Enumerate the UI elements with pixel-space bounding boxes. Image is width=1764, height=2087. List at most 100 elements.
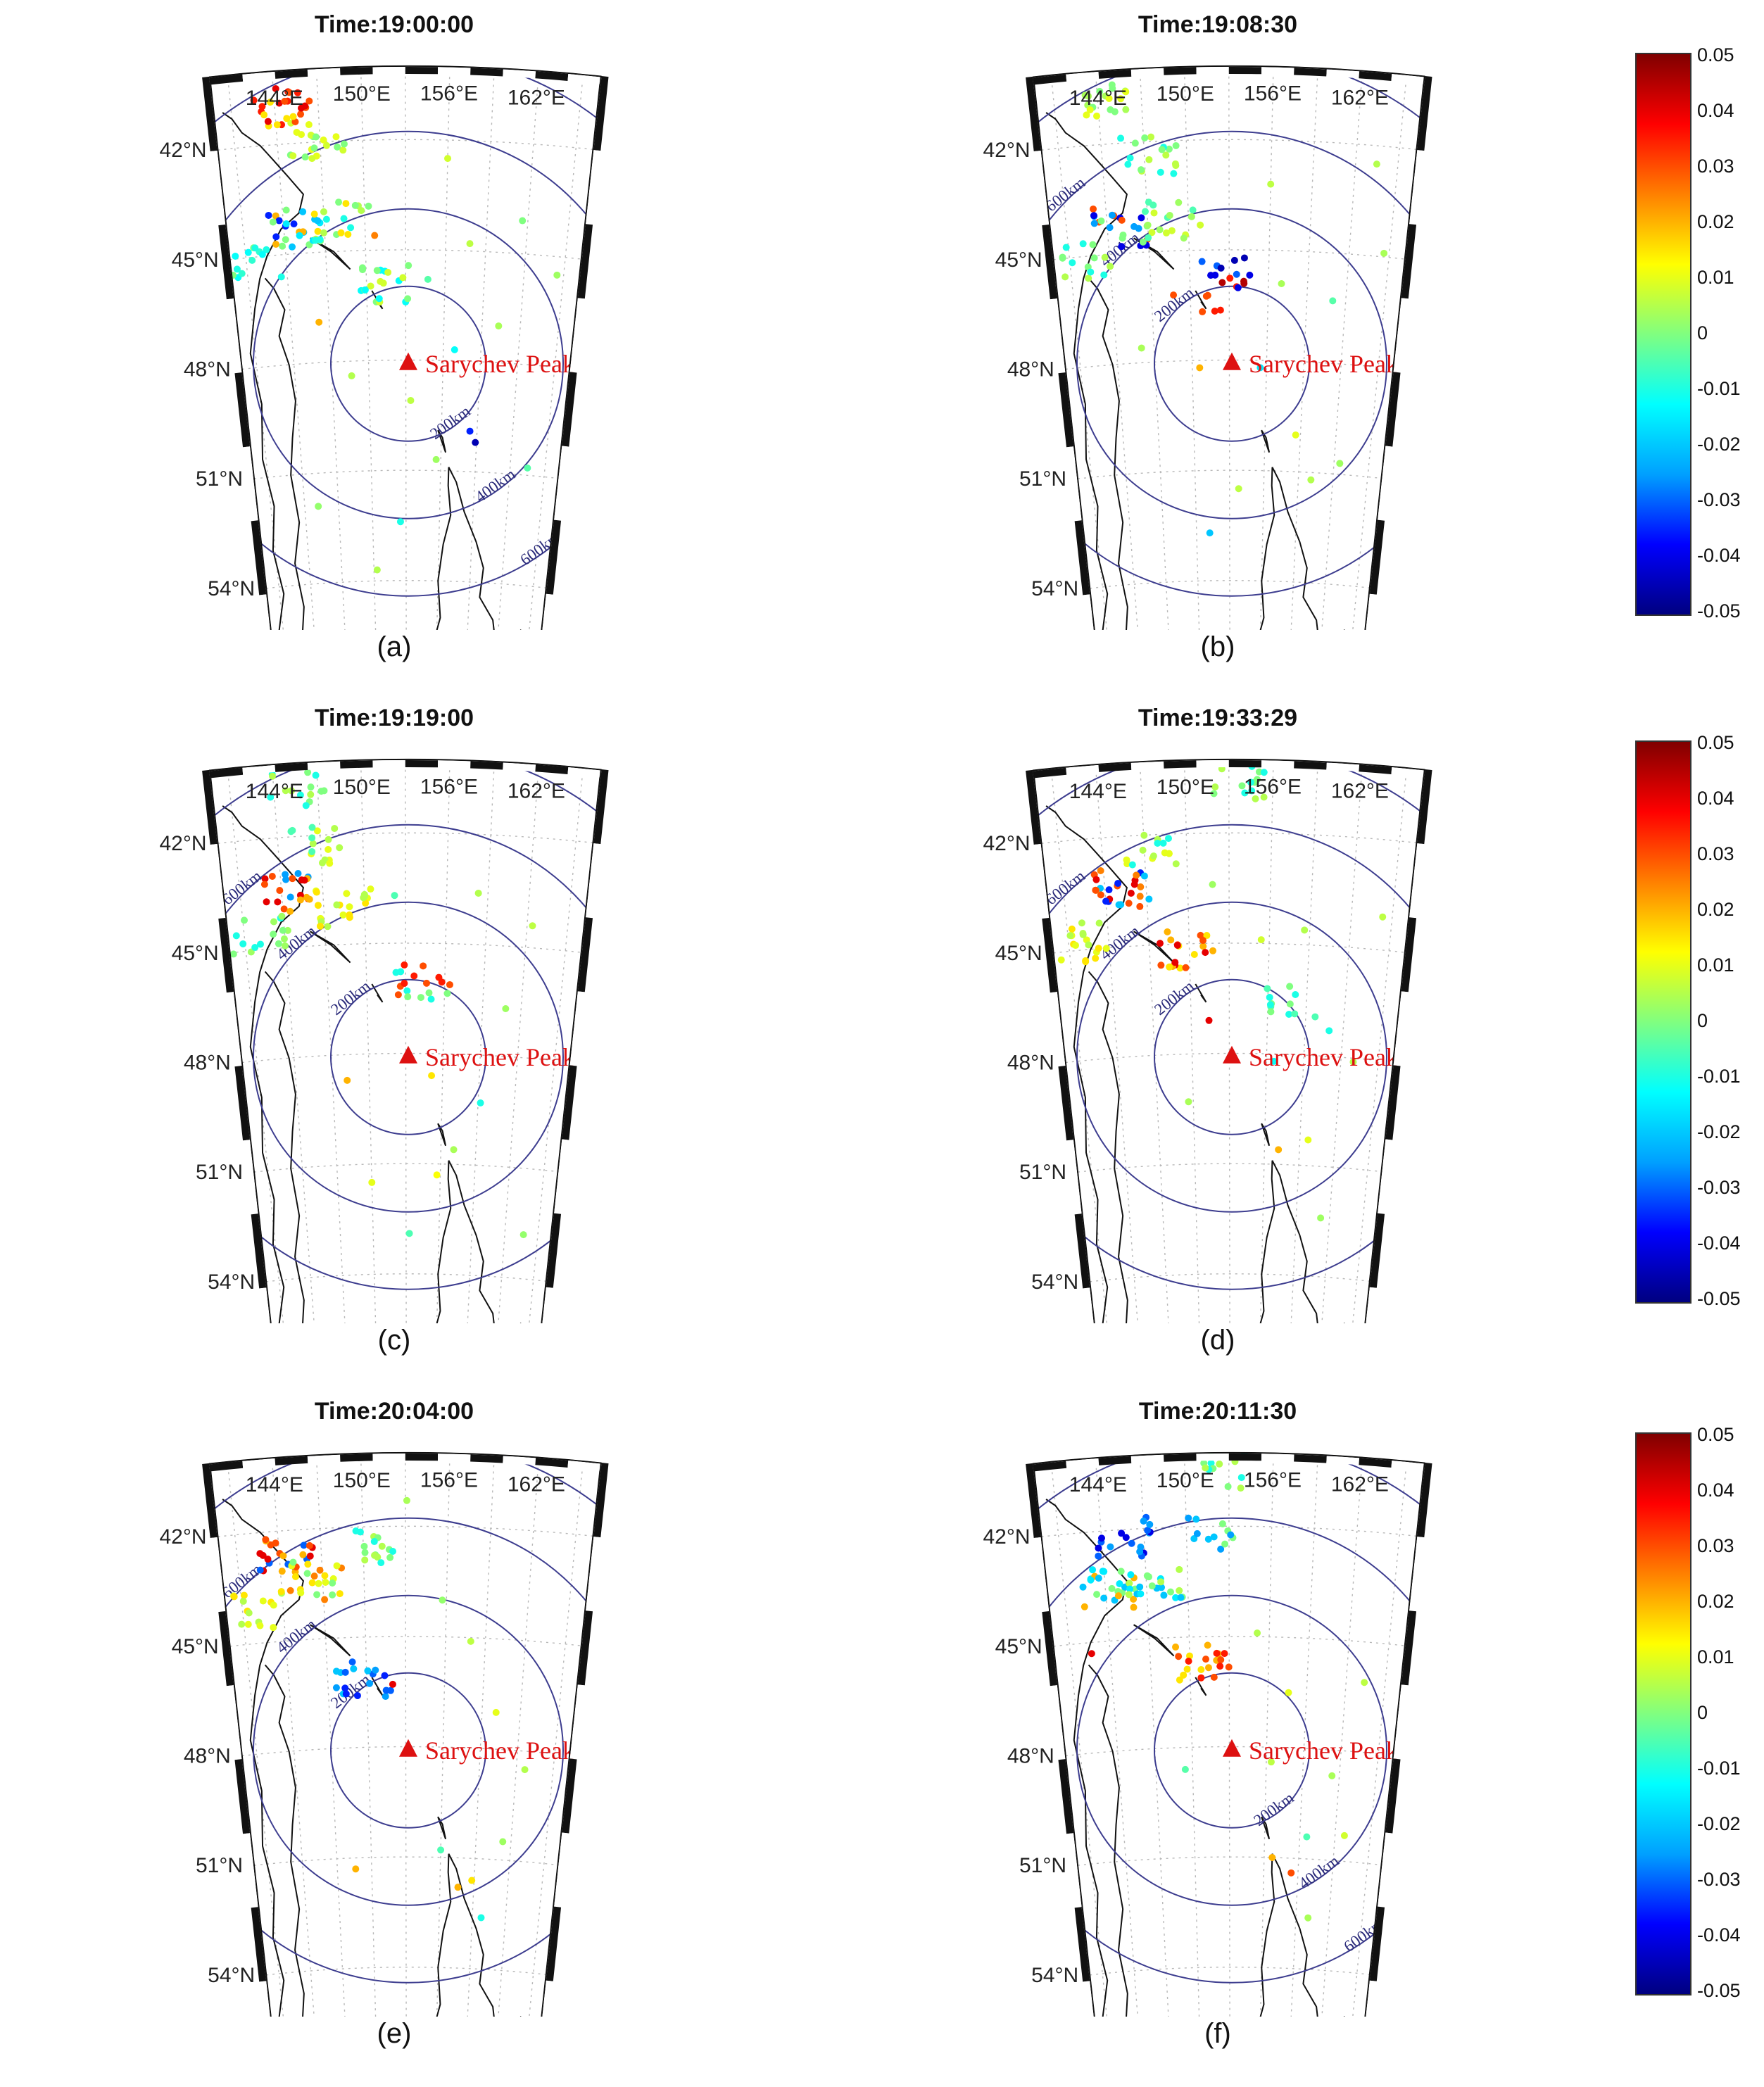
data-point	[1140, 872, 1148, 880]
data-point	[495, 322, 503, 330]
graticule-line	[1053, 1636, 1405, 1647]
data-point	[1116, 1580, 1123, 1587]
data-point	[1119, 231, 1127, 239]
data-point	[316, 922, 324, 930]
frame-segment	[542, 1980, 553, 2017]
colorbar-tick-label: 0.05	[1697, 1424, 1734, 1445]
data-point	[365, 202, 372, 210]
data-point	[1150, 209, 1158, 217]
map-background	[210, 1452, 601, 2017]
coastline	[1253, 1853, 1321, 2017]
data-point	[1102, 945, 1110, 952]
data-point	[1166, 963, 1173, 971]
data-point	[1097, 891, 1104, 899]
frame-segment	[1098, 69, 1132, 79]
data-point	[1156, 226, 1164, 234]
data-point	[1210, 1533, 1218, 1541]
frame-segment	[1042, 1611, 1057, 1686]
data-point	[1138, 214, 1145, 222]
volcano-label: Sarychev Peak	[425, 1043, 575, 1071]
panel-b: Time:19:08:30 200km400km600km800km1000km…	[852, 11, 1584, 686]
panel-f: Time:20:11:30 200km400km600km800km1000km…	[852, 1397, 1584, 2073]
graticule-line	[405, 65, 407, 630]
lat-tick-label: 51°N	[196, 1854, 243, 1877]
colorbar: 0.05 0.04 0.03 0.02 0.01 0 -0.01 -0.02 -0.03 -0.0…	[1635, 732, 1741, 1346]
map-background	[1033, 759, 1425, 1323]
colorbar-tick-label: -0.03	[1697, 1869, 1741, 1890]
graticule-line	[360, 66, 377, 630]
graticule-line	[1090, 580, 1370, 589]
data-point	[350, 1665, 358, 1672]
data-point	[264, 118, 272, 125]
data-point	[1087, 268, 1095, 276]
ring-label: 800km	[562, 591, 608, 630]
data-point	[368, 1178, 376, 1186]
panel-title: Time:20:04:00	[314, 1398, 474, 1425]
colorbar-tick-label: -0.04	[1697, 545, 1741, 566]
frame-segment	[1033, 1461, 1067, 1472]
colorbar-tick-label: 0.03	[1697, 156, 1734, 177]
data-point	[1349, 1058, 1357, 1066]
data-point	[1230, 256, 1238, 264]
data-point	[1160, 1591, 1168, 1599]
data-point	[399, 274, 407, 282]
lon-tick-label: 156°E	[420, 776, 478, 799]
data-point	[335, 198, 343, 206]
data-point	[1254, 1629, 1261, 1637]
data-point	[1158, 146, 1166, 153]
data-point	[280, 935, 288, 942]
data-point	[1380, 249, 1388, 257]
data-point	[1196, 364, 1204, 372]
data-point	[1175, 198, 1183, 206]
frame-segment	[1033, 1537, 1050, 1613]
data-point	[344, 230, 352, 238]
graticule-line	[465, 68, 495, 630]
frame-segment	[577, 224, 593, 299]
data-point	[269, 772, 277, 780]
coastline	[1088, 971, 1128, 1323]
data-point	[285, 89, 293, 96]
data-point	[466, 240, 474, 248]
lat-tick-label: 51°N	[1019, 1854, 1066, 1877]
lat-tick-label: 48°N	[1007, 1745, 1054, 1768]
data-point	[1221, 1650, 1228, 1658]
data-point	[348, 1658, 356, 1666]
data-point	[1278, 280, 1285, 288]
colorbar-tick-label: 0	[1697, 1010, 1708, 1031]
data-point	[300, 1541, 308, 1549]
graticule-line	[266, 1967, 546, 1976]
data-point	[263, 246, 270, 253]
frame-segment	[1098, 1456, 1132, 1465]
data-point	[1167, 936, 1175, 944]
frame-segment	[503, 1456, 536, 1465]
graticule-line	[495, 1457, 540, 2017]
distance-ring	[253, 1594, 564, 1906]
panel-caption: (e)	[377, 2018, 412, 2049]
frame-segment	[1083, 1981, 1094, 2017]
data-point	[313, 1591, 321, 1599]
data-point	[1122, 88, 1130, 96]
data-point	[1079, 1583, 1087, 1591]
graticule-line	[1053, 249, 1405, 260]
frame-segment	[503, 762, 536, 772]
distance-ring	[253, 901, 564, 1213]
data-point	[1083, 111, 1090, 119]
data-point	[1096, 87, 1104, 95]
data-point	[296, 232, 303, 239]
graticule-line	[1183, 66, 1201, 630]
data-point	[282, 871, 289, 878]
frame-segment	[202, 76, 218, 152]
data-point	[305, 121, 313, 129]
colorbar-tick-label: -0.05	[1697, 1980, 1741, 2001]
data-point	[1168, 227, 1176, 234]
graticule-line	[524, 74, 584, 630]
data-point	[1234, 284, 1242, 291]
lon-tick-label: 156°E	[1244, 1469, 1302, 1492]
data-point	[315, 318, 323, 326]
frame-segment	[1366, 593, 1377, 630]
data-point	[1117, 95, 1125, 103]
data-point	[321, 1596, 329, 1603]
data-point	[1085, 941, 1092, 949]
data-point	[1146, 1520, 1154, 1528]
